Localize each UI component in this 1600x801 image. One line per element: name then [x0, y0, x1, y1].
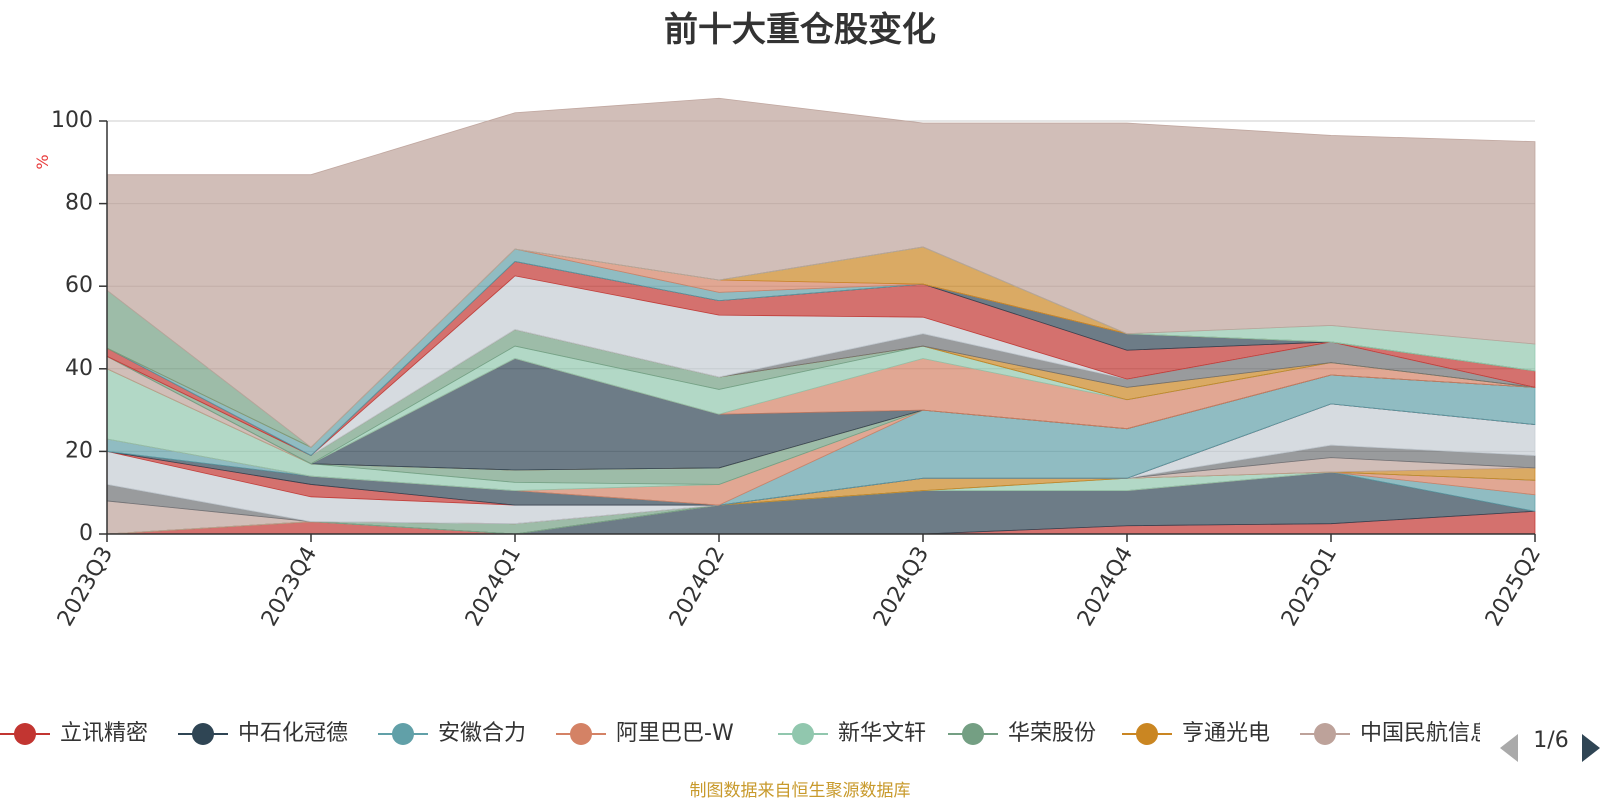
source-note: 制图数据来自恒生聚源数据库 — [689, 781, 911, 801]
legend-label: 中国民航信息网络 — [1360, 721, 1536, 746]
legend-label: 安徽合力 — [438, 721, 526, 746]
legend-circle-marker — [14, 723, 36, 745]
legend-item[interactable]: 新华文轩 — [778, 721, 926, 746]
legend-circle-marker — [570, 723, 592, 745]
y-tick-label: 0 — [79, 521, 93, 546]
axes: % — [33, 121, 1535, 535]
legend-circle-marker — [792, 723, 814, 745]
x-tick-label: 2025Q2 — [1481, 543, 1546, 631]
legend-item[interactable]: 中石化冠德 — [178, 721, 348, 746]
legend-label: 华荣股份 — [1008, 721, 1096, 746]
x-tick-label: 2024Q4 — [1073, 543, 1138, 631]
triangle-left-icon[interactable] — [1500, 734, 1518, 762]
area-series-32 — [106, 97, 1536, 448]
legend-item[interactable]: 中国民航信息网络 — [1300, 721, 1536, 746]
legend-label: 亨通光电 — [1182, 721, 1270, 746]
y-tick-label: 40 — [65, 356, 93, 381]
legend-circle-marker — [1314, 723, 1336, 745]
chart-title: 前十大重仓股变化 — [664, 10, 936, 50]
x-tick-label: 2024Q3 — [869, 543, 934, 631]
legend-circle-marker — [192, 723, 214, 745]
x-tick-label: 2023Q3 — [53, 543, 118, 631]
legend-item[interactable]: 亨通光电 — [1122, 721, 1270, 746]
y-tick-label: 100 — [51, 108, 93, 133]
triangle-right-icon[interactable] — [1582, 734, 1600, 762]
legend-pager: 1/6 — [1500, 728, 1600, 762]
legend-item[interactable]: 安徽合力 — [378, 721, 526, 746]
legend-circle-marker — [962, 723, 984, 745]
y-tick-label: 80 — [65, 191, 93, 216]
legend-label: 立讯精密 — [60, 721, 148, 746]
legend-label: 新华文轩 — [838, 721, 926, 746]
x-tick-labels: 2023Q3 2023Q4 2024Q1 2024Q2 2024Q3 2024Q4 2025… — [53, 534, 1546, 631]
legend: 立讯精密 中石化冠德 安徽合力 阿里巴巴-W 新华文轩 华荣股份 亨通光电 中国民航信息网络 — [0, 721, 1536, 746]
legend-circle-marker — [1136, 723, 1158, 745]
legend-label: 阿里巴巴-W — [616, 721, 734, 746]
legend-page-indicator: 1/6 — [1533, 728, 1568, 753]
area-series — [106, 97, 1536, 535]
y-tick-label: 20 — [65, 438, 93, 463]
x-tick-label: 2023Q4 — [257, 543, 322, 631]
y-tick-label: 60 — [65, 273, 93, 298]
legend-label: 中石化冠德 — [238, 721, 348, 746]
x-tick-label: 2024Q1 — [461, 543, 526, 631]
x-tick-label: 2024Q2 — [665, 543, 730, 631]
legend-item[interactable]: 阿里巴巴-W — [556, 721, 734, 746]
x-tick-label: 2025Q1 — [1277, 543, 1342, 631]
legend-circle-marker — [392, 723, 414, 745]
legend-item[interactable]: 华荣股份 — [948, 721, 1096, 746]
y-tick-labels: 0 20 40 60 80 100 — [51, 108, 107, 546]
legend-item[interactable]: 立讯精密 — [0, 721, 148, 746]
y-axis-unit-label: % — [33, 154, 52, 169]
